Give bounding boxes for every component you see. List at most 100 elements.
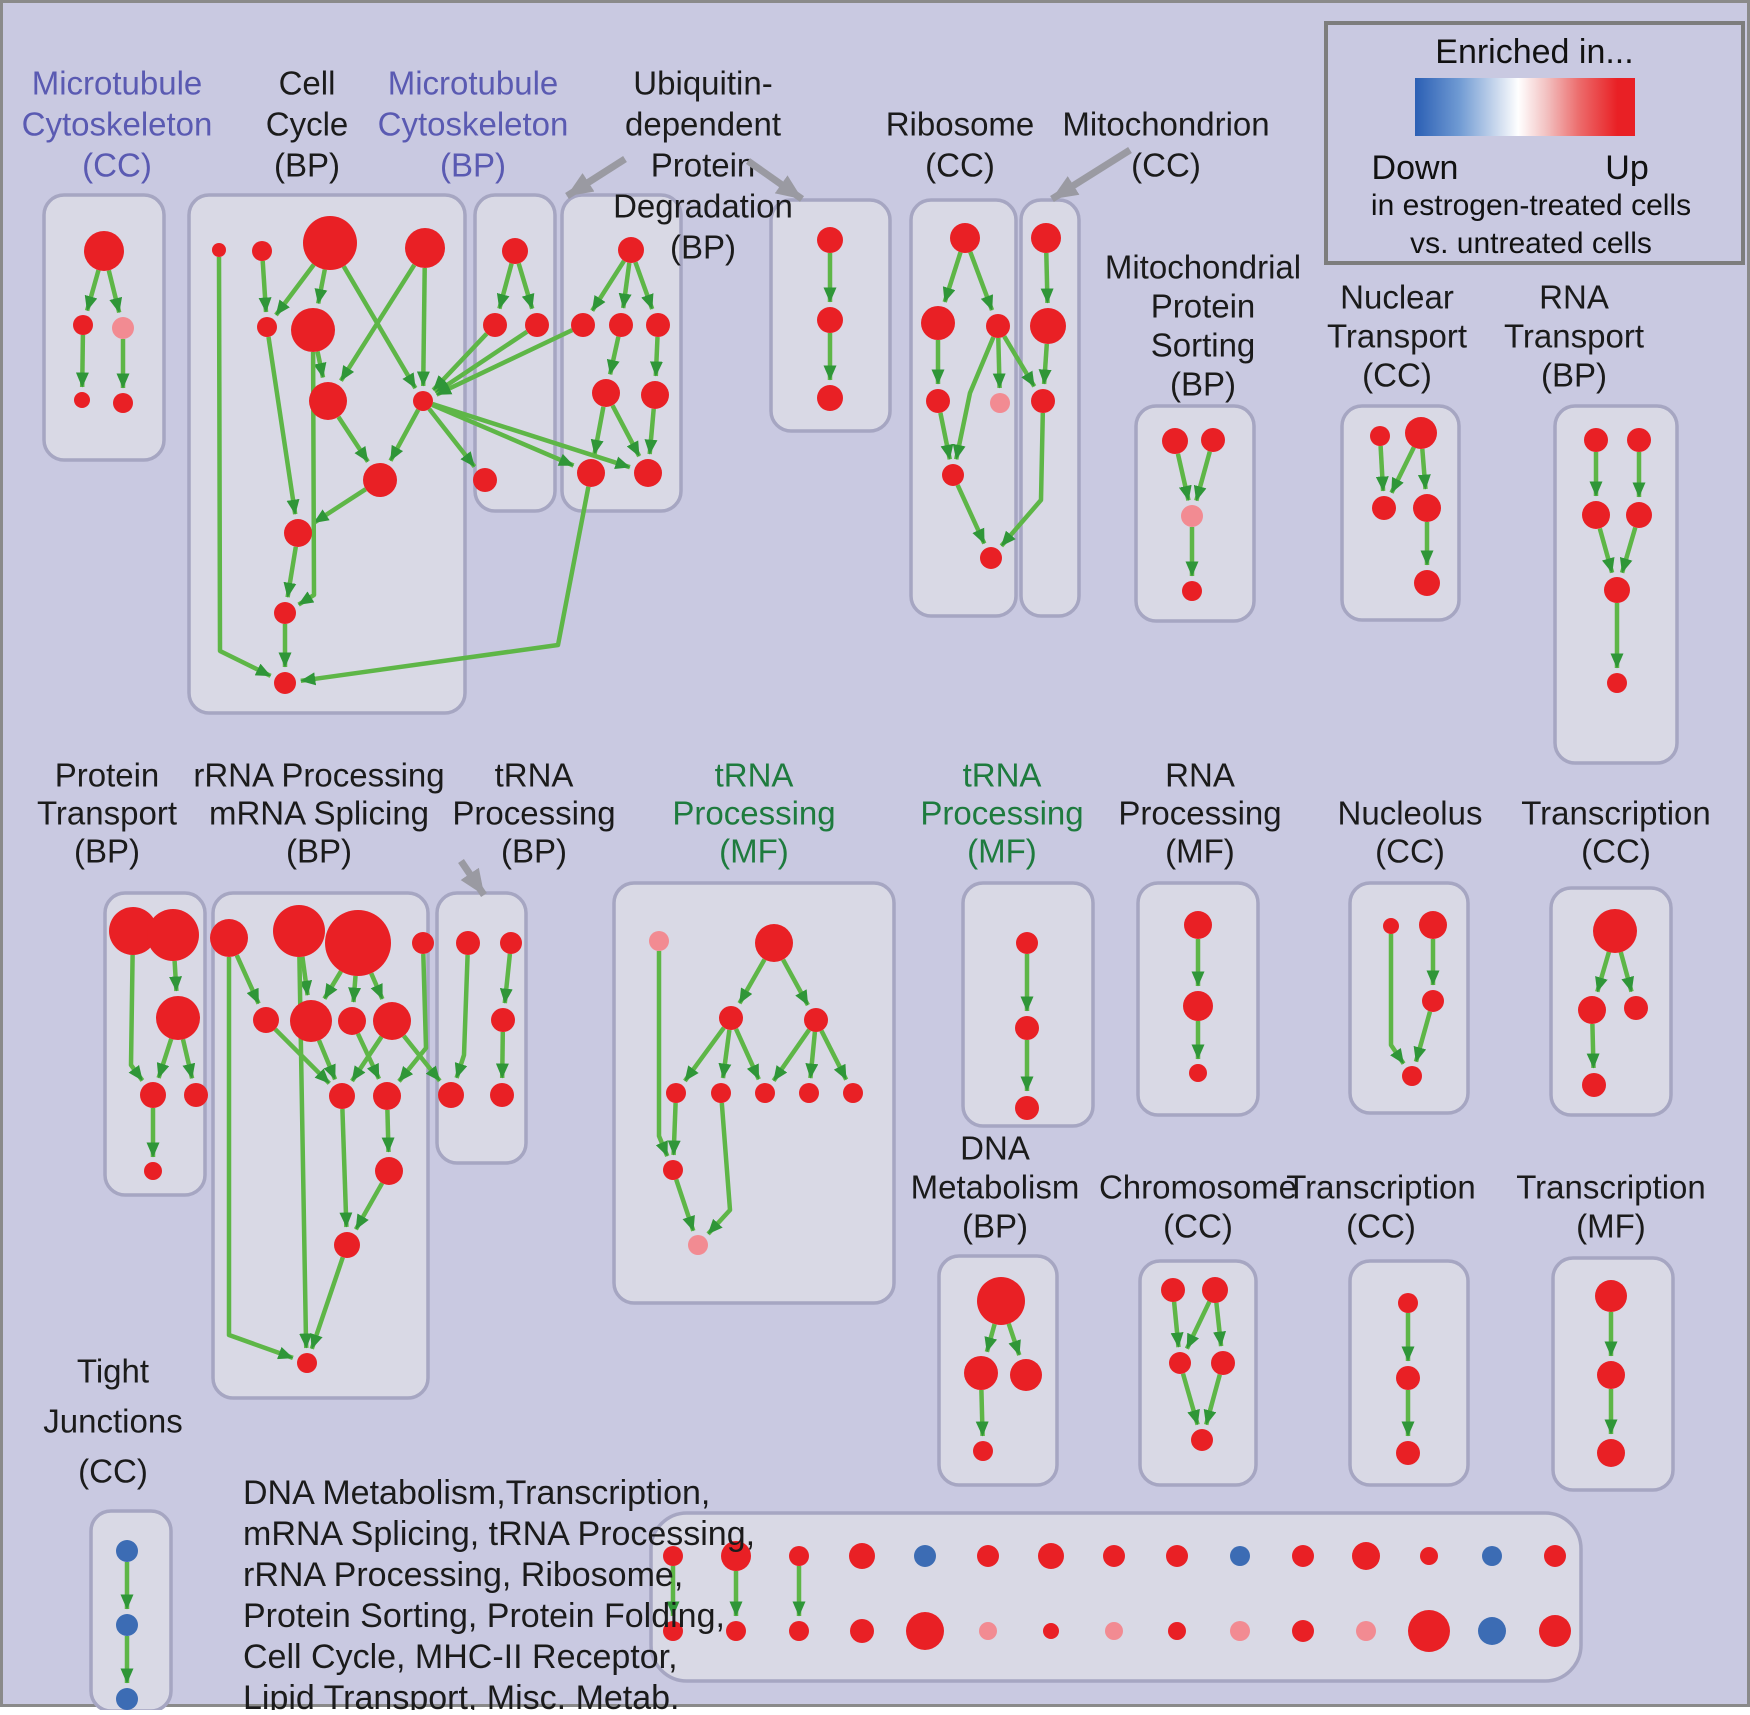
- mt-cc-label-line-2: (CC): [82, 147, 152, 184]
- trna-mf-1-edge-10: [674, 1178, 696, 1232]
- rna-mf-node-0: [1184, 911, 1212, 939]
- trna-bp-label-line-0: tRNA: [495, 757, 574, 794]
- ubiq1-node-0: [618, 237, 644, 263]
- mt-cc-node-4: [113, 393, 133, 413]
- cross-edge-8: [999, 412, 1046, 548]
- mps-label-line-2: Sorting: [1151, 327, 1256, 364]
- misc-box-node-20: [979, 1622, 997, 1640]
- mps-edge-0: [1175, 453, 1192, 501]
- cross-edge-4: [431, 402, 575, 468]
- trna-bp-label-line-2: (BP): [501, 833, 567, 870]
- tr-cc3-label-line-0: Transcription: [1286, 1169, 1476, 1206]
- mt-bp-node-0: [502, 238, 528, 264]
- legend-box: Enriched in... Down Up in estrogen-treat…: [1324, 21, 1745, 265]
- pt-node-1: [147, 909, 199, 961]
- mt-bp-edge-0: [496, 262, 514, 310]
- ubiq1-edge-2: [633, 261, 655, 310]
- ribosome-edge-0: [942, 251, 963, 303]
- trna-mf-1-node-4: [666, 1083, 686, 1103]
- mt-cc-box: [42, 193, 166, 462]
- rrna-node-5: [290, 1000, 332, 1042]
- rrna-node-1: [273, 905, 325, 957]
- rt-label-line-1: Transport: [1504, 318, 1644, 355]
- tr-cc3-label-line-1: (CC): [1346, 1208, 1416, 1245]
- misc-box-node-17: [789, 1621, 809, 1641]
- dna-met-edge-1: [1006, 1322, 1022, 1356]
- ribosome-node-3: [926, 389, 950, 413]
- trna-mf-1-node-2: [719, 1006, 743, 1030]
- misc-categories-line-4: Cell Cycle, MHC-II Receptor,: [243, 1638, 678, 1676]
- trna-bp-node-2: [491, 1008, 515, 1032]
- dna-met-node-3: [973, 1441, 993, 1461]
- mito-node-2: [1031, 389, 1055, 413]
- trna-mf-1-node-0: [649, 931, 669, 951]
- nt-edge-1: [1389, 446, 1416, 494]
- trna-mf-1-edge-4: [733, 1027, 761, 1081]
- ubiq2-node-0: [817, 227, 843, 253]
- misc-box-node-4: [914, 1545, 936, 1567]
- trna-mf-2-node-1: [1015, 1016, 1039, 1040]
- mps-label-line-0: Mitochondrial: [1105, 249, 1301, 286]
- tr-mf-node-1: [1597, 1361, 1625, 1389]
- nt-box: [1340, 404, 1461, 622]
- ubiq1-node-4: [592, 379, 620, 407]
- trna-bp-edge-0: [499, 953, 513, 1004]
- cell-cycle-edge-8: [336, 415, 370, 463]
- trna-mf-1-edge-1: [781, 958, 810, 1007]
- cell-cycle-edge-0: [258, 260, 272, 313]
- trna-mf-1-label-line-0: tRNA: [715, 757, 794, 794]
- mt-cc-node-3: [74, 392, 90, 408]
- trna-mf-1-node-5: [711, 1083, 731, 1103]
- mt-cc-edge-2: [75, 334, 89, 388]
- cell-cycle-node-0: [212, 243, 226, 257]
- misc-box-box: [649, 1511, 1583, 1683]
- nt-node-1: [1405, 417, 1437, 449]
- cell-cycle-edge-5: [338, 263, 417, 382]
- misc-box-node-9: [1230, 1546, 1250, 1566]
- legend-down-label: Down: [1371, 149, 1459, 187]
- rrna-node-3: [412, 932, 434, 954]
- dna-met-edge-2: [975, 1389, 989, 1437]
- cross-edge-9: [402, 1034, 442, 1083]
- dna-met-label-line-2: (BP): [962, 1208, 1028, 1245]
- rrna-label-line-1: mRNA Splicing: [209, 795, 429, 832]
- mps-edge-1: [1193, 451, 1212, 502]
- cell-cycle-edge-13: [216, 256, 272, 678]
- tr-cc2-edge-1: [1618, 951, 1634, 993]
- chromosome-edge-4: [1203, 1374, 1222, 1426]
- rt-node-5: [1607, 673, 1627, 693]
- cell-cycle-edge-6: [313, 351, 327, 378]
- tj-label-line-2: (CC): [78, 1453, 148, 1490]
- rrna-node-6: [338, 1007, 366, 1035]
- nucleolus-node-3: [1402, 1066, 1422, 1086]
- chromosome-edge-1: [1184, 1300, 1212, 1350]
- nt-node-3: [1413, 494, 1441, 522]
- rrna-edge-1: [299, 956, 313, 996]
- mito-label-line-0: Mitochondrion: [1062, 106, 1269, 143]
- cell-cycle-edge-3: [341, 265, 418, 390]
- cross-edge-7: [1002, 335, 1037, 388]
- trna-mf-1-edge-0: [737, 958, 767, 1005]
- tj-label-line-1: Junctions: [43, 1403, 182, 1440]
- chromosome-node-1: [1202, 1277, 1228, 1303]
- cell-cycle-node-11: [274, 672, 296, 694]
- trna-mf-1-edge-3: [718, 1029, 732, 1079]
- ribosome-label-line-0: Ribosome: [886, 106, 1035, 143]
- mito-node-0: [1031, 223, 1061, 253]
- pt-label-line-0: Protein: [55, 757, 160, 794]
- cross-edge-3: [427, 407, 477, 468]
- ubiq1-node-7: [634, 459, 662, 487]
- pt-edge-1: [169, 960, 183, 992]
- trna-mf-1-node-3: [804, 1008, 828, 1032]
- cell-cycle-edge-11: [283, 546, 299, 598]
- trna-bp-edge-2: [454, 954, 470, 1079]
- misc-box-node-25: [1292, 1620, 1314, 1642]
- trna-mf-2-node-0: [1016, 932, 1038, 954]
- tr-mf-node-0: [1595, 1280, 1627, 1312]
- rrna-node-8: [329, 1083, 355, 1109]
- trna-mf-1-edge-7: [819, 1029, 849, 1081]
- cell-cycle-edge-2: [314, 269, 328, 304]
- rrna-edge-9: [397, 953, 429, 1083]
- misc-box-node-7: [1103, 1545, 1125, 1567]
- gray-pointer-arrow-1: [745, 158, 805, 202]
